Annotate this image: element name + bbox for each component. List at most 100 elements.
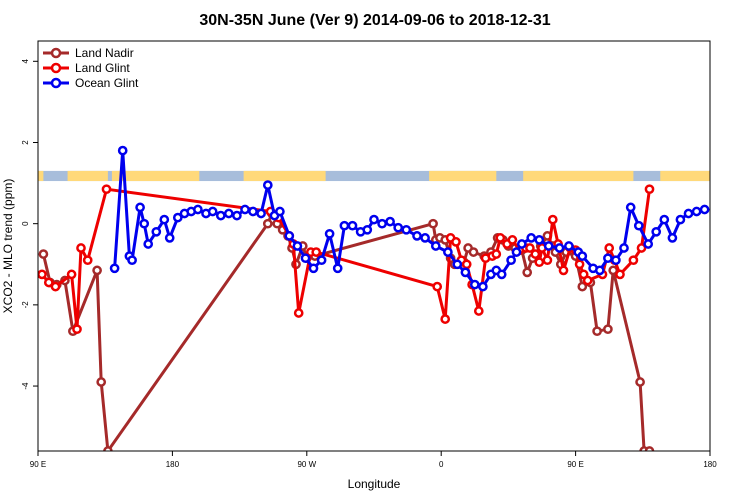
- data-point: [564, 241, 574, 251]
- data-point: [385, 216, 395, 227]
- data-point: [432, 281, 443, 292]
- data-point: [603, 324, 613, 335]
- legend-swatch-marker: [50, 77, 62, 89]
- data-point: [625, 202, 636, 213]
- data-point: [308, 263, 319, 274]
- data-point: [293, 308, 304, 318]
- data-point: [574, 259, 585, 270]
- data-point: [101, 184, 112, 195]
- x-tick-label: 180: [703, 460, 717, 469]
- data-point: [683, 208, 694, 219]
- data-point: [651, 226, 662, 237]
- data-point: [393, 222, 404, 233]
- data-point: [284, 231, 295, 241]
- data-point: [691, 206, 702, 217]
- data-point: [248, 206, 258, 217]
- x-tick-label: 90 E: [567, 460, 583, 469]
- legend-item: Ocean Glint: [43, 76, 139, 90]
- legend-swatch-marker: [50, 62, 62, 74]
- land-band-segment: [38, 170, 44, 182]
- surface-band: [38, 170, 710, 182]
- data-point: [516, 239, 527, 249]
- data-point: [332, 263, 343, 274]
- data-point: [311, 247, 322, 257]
- data-point: [127, 255, 137, 266]
- data-point: [582, 275, 593, 286]
- data-point: [50, 281, 61, 292]
- land-band-segment: [243, 170, 326, 182]
- data-point: [675, 214, 686, 225]
- y-tick-label: -4: [21, 382, 30, 390]
- data-point: [369, 214, 379, 225]
- data-point: [469, 279, 480, 290]
- legend-label: Ocean Glint: [75, 76, 139, 90]
- data-point: [534, 257, 545, 268]
- data-point: [430, 241, 441, 251]
- data-point: [558, 265, 569, 276]
- data-point: [117, 145, 128, 156]
- y-axis: -4 -2 0 2 4: [21, 59, 38, 390]
- land-band-segment: [429, 170, 497, 182]
- series-layer: [38, 145, 710, 451]
- data-point: [452, 259, 463, 270]
- legend-swatch-marker: [50, 47, 62, 59]
- x-tick-label: 90 E: [30, 460, 46, 469]
- data-point: [38, 249, 49, 259]
- y-tick-label: 0: [21, 221, 30, 226]
- y-tick-label: 2: [21, 140, 30, 145]
- data-point: [76, 243, 86, 253]
- data-point: [699, 204, 710, 215]
- plot-frame: [37, 40, 711, 452]
- data-point: [496, 269, 507, 280]
- data-point: [232, 210, 242, 221]
- data-point: [262, 180, 273, 190]
- land-band-segment: [67, 170, 108, 182]
- land-band-segment: [660, 170, 710, 182]
- data-point: [92, 265, 102, 276]
- data-point: [554, 243, 565, 253]
- data-point: [577, 251, 588, 261]
- data-point: [603, 253, 613, 264]
- chart-title: 30N-35N June (Ver 9) 2014-09-06 to 2018-…: [199, 12, 550, 29]
- data-point: [473, 306, 484, 316]
- data-point: [223, 208, 234, 219]
- data-point: [478, 281, 488, 292]
- data-point: [324, 228, 335, 239]
- data-point: [608, 265, 619, 276]
- data-point: [428, 218, 438, 229]
- y-tick-label: -2: [21, 301, 30, 309]
- data-point: [347, 220, 358, 231]
- data-point: [401, 224, 412, 235]
- data-point: [460, 267, 471, 278]
- data-point: [96, 377, 107, 387]
- data-point: [643, 239, 654, 249]
- data-point: [644, 184, 655, 195]
- legend-label: Land Nadir: [75, 46, 134, 60]
- data-point: [633, 220, 644, 231]
- land-band-segment: [111, 170, 200, 182]
- data-point: [594, 265, 605, 276]
- data-point: [530, 249, 541, 259]
- data-point: [440, 314, 451, 324]
- data-point: [611, 255, 621, 266]
- data-point: [635, 377, 645, 387]
- data-point: [275, 206, 285, 217]
- data-point: [667, 233, 678, 243]
- data-point: [43, 277, 54, 288]
- y-tick-label: 4: [21, 59, 30, 64]
- data-point: [522, 267, 533, 278]
- data-point: [526, 233, 537, 243]
- data-point: [547, 214, 558, 225]
- data-point: [507, 235, 518, 245]
- data-point: [491, 249, 502, 259]
- data-point: [262, 218, 273, 229]
- data-point: [151, 226, 162, 237]
- data-point: [240, 204, 250, 215]
- data-point: [412, 231, 422, 241]
- data-point: [534, 235, 545, 245]
- data-point: [420, 233, 430, 243]
- x-axis: 90 E 180 90 W 0 90 E 180: [30, 451, 717, 469]
- data-point: [577, 281, 588, 292]
- data-point: [619, 243, 629, 253]
